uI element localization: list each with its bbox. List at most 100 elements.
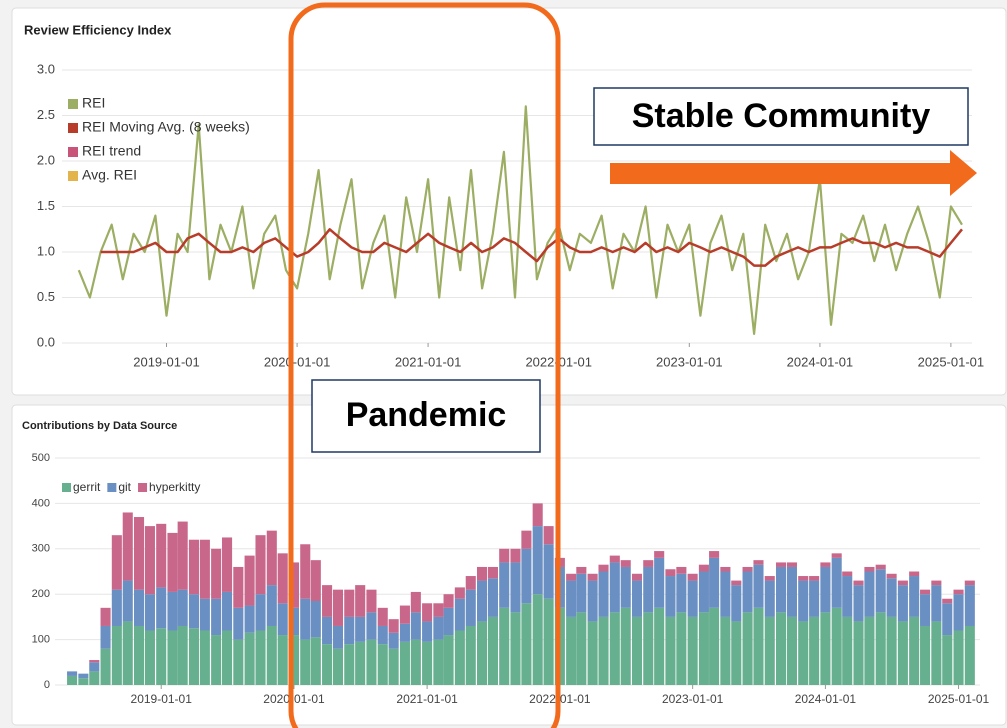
bar-segment (300, 639, 311, 685)
bar-segment (665, 616, 676, 685)
bar-segment (720, 571, 731, 617)
bar-segment (288, 635, 300, 685)
bar-segment (410, 639, 421, 685)
bar-segment (188, 594, 199, 629)
chart-title: Review Efficiency Index (24, 22, 172, 37)
bar-segment (764, 580, 775, 617)
bar-segment (820, 566, 831, 613)
bar-segment (399, 623, 410, 642)
bar-segment (499, 562, 510, 608)
bar-segment (322, 585, 333, 617)
bar-segment (842, 571, 853, 577)
bar-segment (277, 553, 288, 604)
bar-segment (344, 644, 355, 685)
bar-segment (78, 678, 89, 685)
x-tick-label: 2019-01-01 (131, 692, 193, 706)
bar-segment (344, 616, 355, 645)
bar-segment (521, 548, 532, 604)
bar-segment (266, 625, 277, 685)
bar-segment (465, 576, 476, 590)
bar-segment (698, 564, 709, 572)
bar-segment (454, 630, 465, 685)
bar-segment (709, 607, 720, 685)
bar-segment (100, 625, 111, 649)
bar-segment (366, 589, 377, 613)
bar-segment (654, 557, 665, 608)
bar-segment (842, 576, 853, 617)
legend-swatch (68, 171, 78, 181)
bar-segment (786, 616, 797, 685)
bar-segment (89, 671, 100, 685)
bar-segment (831, 553, 842, 558)
bar-segment (566, 573, 577, 581)
bar-segment (433, 603, 444, 617)
bar-segment (454, 598, 465, 631)
bar-segment (643, 612, 654, 685)
bar-segment (255, 535, 266, 595)
bar-segment (476, 580, 488, 622)
bar-segment (609, 562, 620, 613)
bar-segment (964, 625, 975, 685)
bar-segment (499, 607, 510, 685)
bar-segment (222, 630, 233, 685)
bar-segment (476, 621, 488, 685)
bar-segment (842, 616, 853, 685)
bar-segment (598, 616, 609, 685)
bar-segment (886, 573, 897, 579)
bar-segment (775, 566, 787, 613)
stable-label: Stable Community (632, 97, 931, 135)
bar-segment (332, 625, 344, 649)
bar-segment (875, 569, 886, 613)
bar-segment (300, 598, 311, 640)
bar-segment (654, 607, 665, 685)
bar-segment (786, 562, 797, 567)
bar-segment (177, 521, 188, 590)
x-tick-label: 2025-01-01 (928, 692, 990, 706)
bar-segment (388, 632, 399, 649)
bar-segment (310, 637, 321, 685)
bar-segment (764, 616, 775, 685)
legend-label: REI trend (82, 143, 141, 159)
annotations: Stable Community Pandemic (288, 2, 977, 728)
y-tick-label: 2.5 (37, 107, 55, 122)
bar-segment (897, 621, 908, 685)
y-tick-label: 300 (32, 543, 50, 555)
bar-segment (100, 607, 111, 626)
bar-segment (798, 576, 809, 581)
bar-segment (798, 621, 809, 685)
legend-label: REI (82, 95, 105, 111)
bar-segment (244, 632, 255, 685)
bar-segment (798, 580, 809, 622)
bar-segment (809, 616, 820, 685)
bar-segment (188, 539, 199, 595)
bar-segment (676, 566, 687, 574)
bar-segment (266, 530, 277, 586)
bar-segment (111, 625, 122, 685)
bar-segment (543, 598, 554, 685)
bar-segment (543, 544, 554, 599)
bar-segment (886, 578, 897, 617)
bar-segment (332, 589, 344, 626)
bar-segment (366, 612, 377, 640)
chart-contrib: Contributions by Data Source 0 100 200 300 4… (22, 420, 990, 706)
bar-segment (853, 585, 864, 622)
bar-segment (698, 571, 709, 613)
y-tick-label: 400 (32, 497, 50, 509)
bar-segment (377, 644, 388, 685)
panel-rei (11, 7, 1007, 396)
bar-segment (566, 580, 577, 617)
bar-segment (476, 566, 488, 581)
bar-segment (111, 589, 122, 626)
bar-segment (510, 548, 521, 563)
bar-segment (487, 616, 498, 685)
legend-label: hyperkitty (149, 480, 200, 494)
bar-segment (310, 560, 321, 602)
bar-segment (831, 557, 842, 608)
bar-segment (897, 585, 908, 622)
x-tick-label: 2020-01-01 (263, 692, 325, 706)
bar-segment (410, 591, 421, 613)
bar-segment (332, 648, 344, 685)
bar-segment (920, 594, 931, 626)
bar-segment (288, 562, 300, 608)
bar-segment (643, 560, 654, 567)
